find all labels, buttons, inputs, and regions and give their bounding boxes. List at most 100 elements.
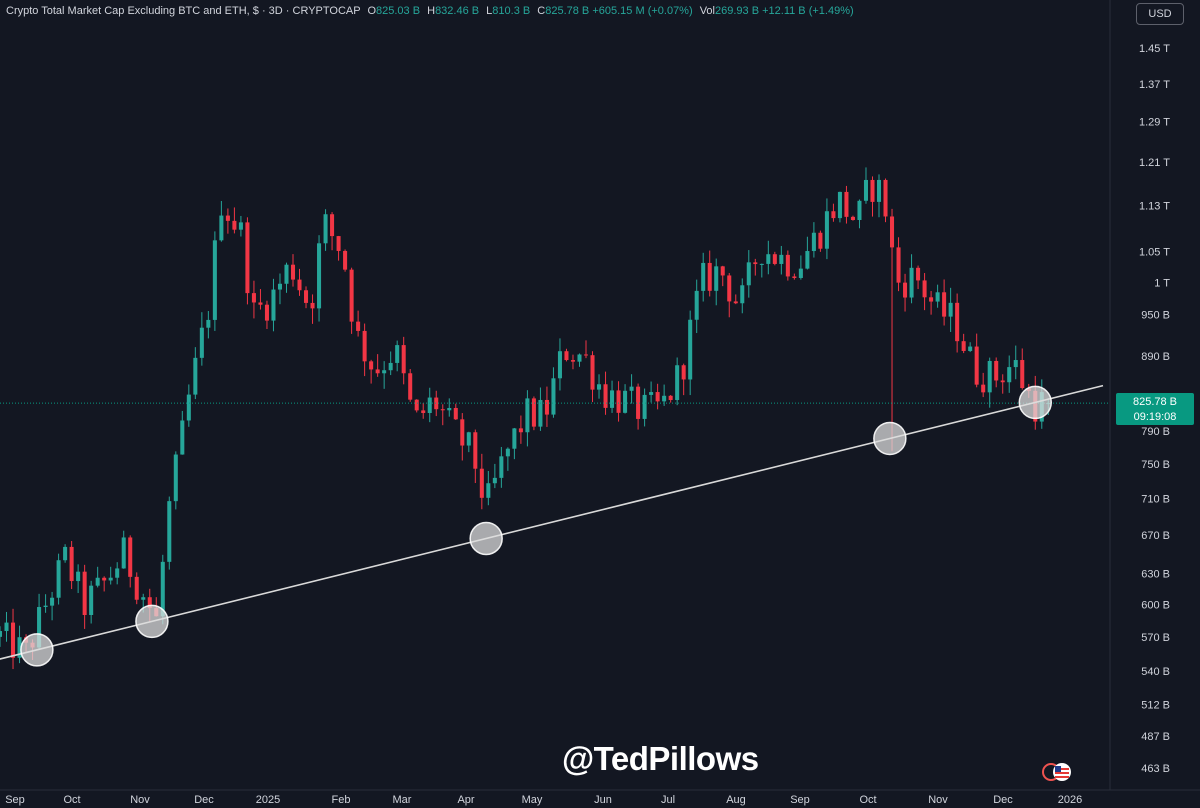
candle-body <box>147 597 152 609</box>
candle-body <box>121 537 126 569</box>
candle-body <box>890 216 895 248</box>
x-tick-label: Nov <box>928 794 948 806</box>
low-label: L <box>486 5 493 17</box>
candle-body <box>43 605 48 608</box>
y-tick-label: 890 B <box>1141 351 1170 363</box>
low-value: 810.3 B <box>492 5 531 17</box>
candle-body <box>805 251 810 269</box>
candle-body <box>785 254 790 277</box>
candle-body <box>714 266 719 291</box>
candle-body <box>759 263 764 265</box>
trendline-touch-point <box>873 421 907 456</box>
candle-body <box>453 407 458 420</box>
candle-body <box>245 222 250 294</box>
x-tick-label: 2025 <box>256 794 280 806</box>
candle-body <box>89 585 94 616</box>
candle-body <box>942 292 947 317</box>
candle-body <box>167 501 172 562</box>
candle-body <box>531 398 536 427</box>
close-value: 825.78 B <box>545 5 590 17</box>
x-tick-label: Dec <box>194 794 214 806</box>
candle-body <box>466 432 471 446</box>
candle-body <box>903 282 908 298</box>
candle-body <box>238 222 243 230</box>
y-tick-label: 1.13 T <box>1139 200 1170 212</box>
volume-label: Vol <box>699 5 715 17</box>
candle-body <box>1020 360 1025 389</box>
candle-body <box>981 384 986 393</box>
candle-body <box>974 346 979 385</box>
candle-body <box>1000 380 1005 383</box>
y-tick-label: 1.21 T <box>1139 157 1170 169</box>
candle-body <box>688 319 693 380</box>
candle-body <box>525 398 530 433</box>
candle-body <box>186 394 191 421</box>
candle-body <box>258 302 263 305</box>
candle-body <box>564 351 569 361</box>
candle-body <box>824 211 829 249</box>
price-axis[interactable]: 1.45 T 1.37 T 1.29 T 1.21 T 1.13 T 1.05 T 1 T 9… <box>1139 43 1170 775</box>
candle-body <box>69 546 74 582</box>
candle-body <box>193 357 198 395</box>
candle-body <box>11 622 16 658</box>
x-tick-label: Feb <box>332 794 351 806</box>
candle-body <box>961 341 966 351</box>
high-value: 832.46 B <box>435 5 480 17</box>
candle-body <box>492 477 497 484</box>
candle-body <box>212 240 217 320</box>
candle-body <box>818 232 823 249</box>
x-tick-label: Dec <box>993 794 1013 806</box>
candle-body <box>401 345 406 374</box>
y-tick-label: 790 B <box>1141 426 1170 438</box>
price-badge-countdown: 09:19:08 <box>1134 411 1177 423</box>
candle-body <box>922 280 927 298</box>
candle-body <box>414 399 419 411</box>
candle-body <box>636 386 641 419</box>
candle-body <box>388 362 393 371</box>
candle-body <box>544 399 549 415</box>
candle-body <box>844 191 849 217</box>
candle-body <box>616 390 621 413</box>
y-tick-label: 1.45 T <box>1139 43 1170 55</box>
candle-body <box>583 354 589 356</box>
candle-body <box>876 179 882 202</box>
x-tick-label: Jun <box>594 794 612 806</box>
candle-body <box>330 214 335 237</box>
candle-body <box>304 290 309 303</box>
candle-body <box>219 215 224 241</box>
trendline-touch-point <box>469 521 503 556</box>
currency-button[interactable]: USD <box>1136 3 1184 25</box>
candle-body <box>753 262 758 265</box>
candle-body <box>1013 360 1018 368</box>
y-tick-label: 630 B <box>1141 569 1170 581</box>
candle-body <box>50 597 55 606</box>
candle-body <box>850 216 855 220</box>
y-tick-label: 570 B <box>1141 632 1170 644</box>
candle-body <box>447 407 452 411</box>
time-axis[interactable]: Sep Oct Nov Dec 2025 Feb Mar Apr May Jun Jul Aug Sep… <box>5 794 1082 806</box>
candle-body <box>929 297 934 302</box>
candle-body <box>310 302 315 309</box>
price-badge: 825.78 B 09:19:08 <box>1116 393 1194 425</box>
x-tick-label: May <box>522 794 543 806</box>
candle-body <box>968 346 973 351</box>
candle-body <box>336 236 341 251</box>
trendline-layer[interactable] <box>0 384 1104 668</box>
candle-body <box>597 384 602 390</box>
candle-body <box>727 275 732 302</box>
candle-body <box>382 370 387 374</box>
candle-body <box>343 250 348 270</box>
symbol-title[interactable]: Crypto Total Market Cap Excluding BTC an… <box>6 5 361 17</box>
x-tick-label: 2026 <box>1058 794 1082 806</box>
candle-body <box>499 456 504 478</box>
y-tick-label: 1.29 T <box>1139 117 1170 129</box>
candle-body <box>681 365 686 380</box>
candle-body <box>1007 367 1012 383</box>
x-tick-label: Aug <box>726 794 746 806</box>
x-tick-label: Apr <box>457 794 474 806</box>
candle-body <box>134 576 139 600</box>
candle-body <box>369 361 374 370</box>
candle-body <box>297 279 302 291</box>
candle-body <box>642 394 647 419</box>
